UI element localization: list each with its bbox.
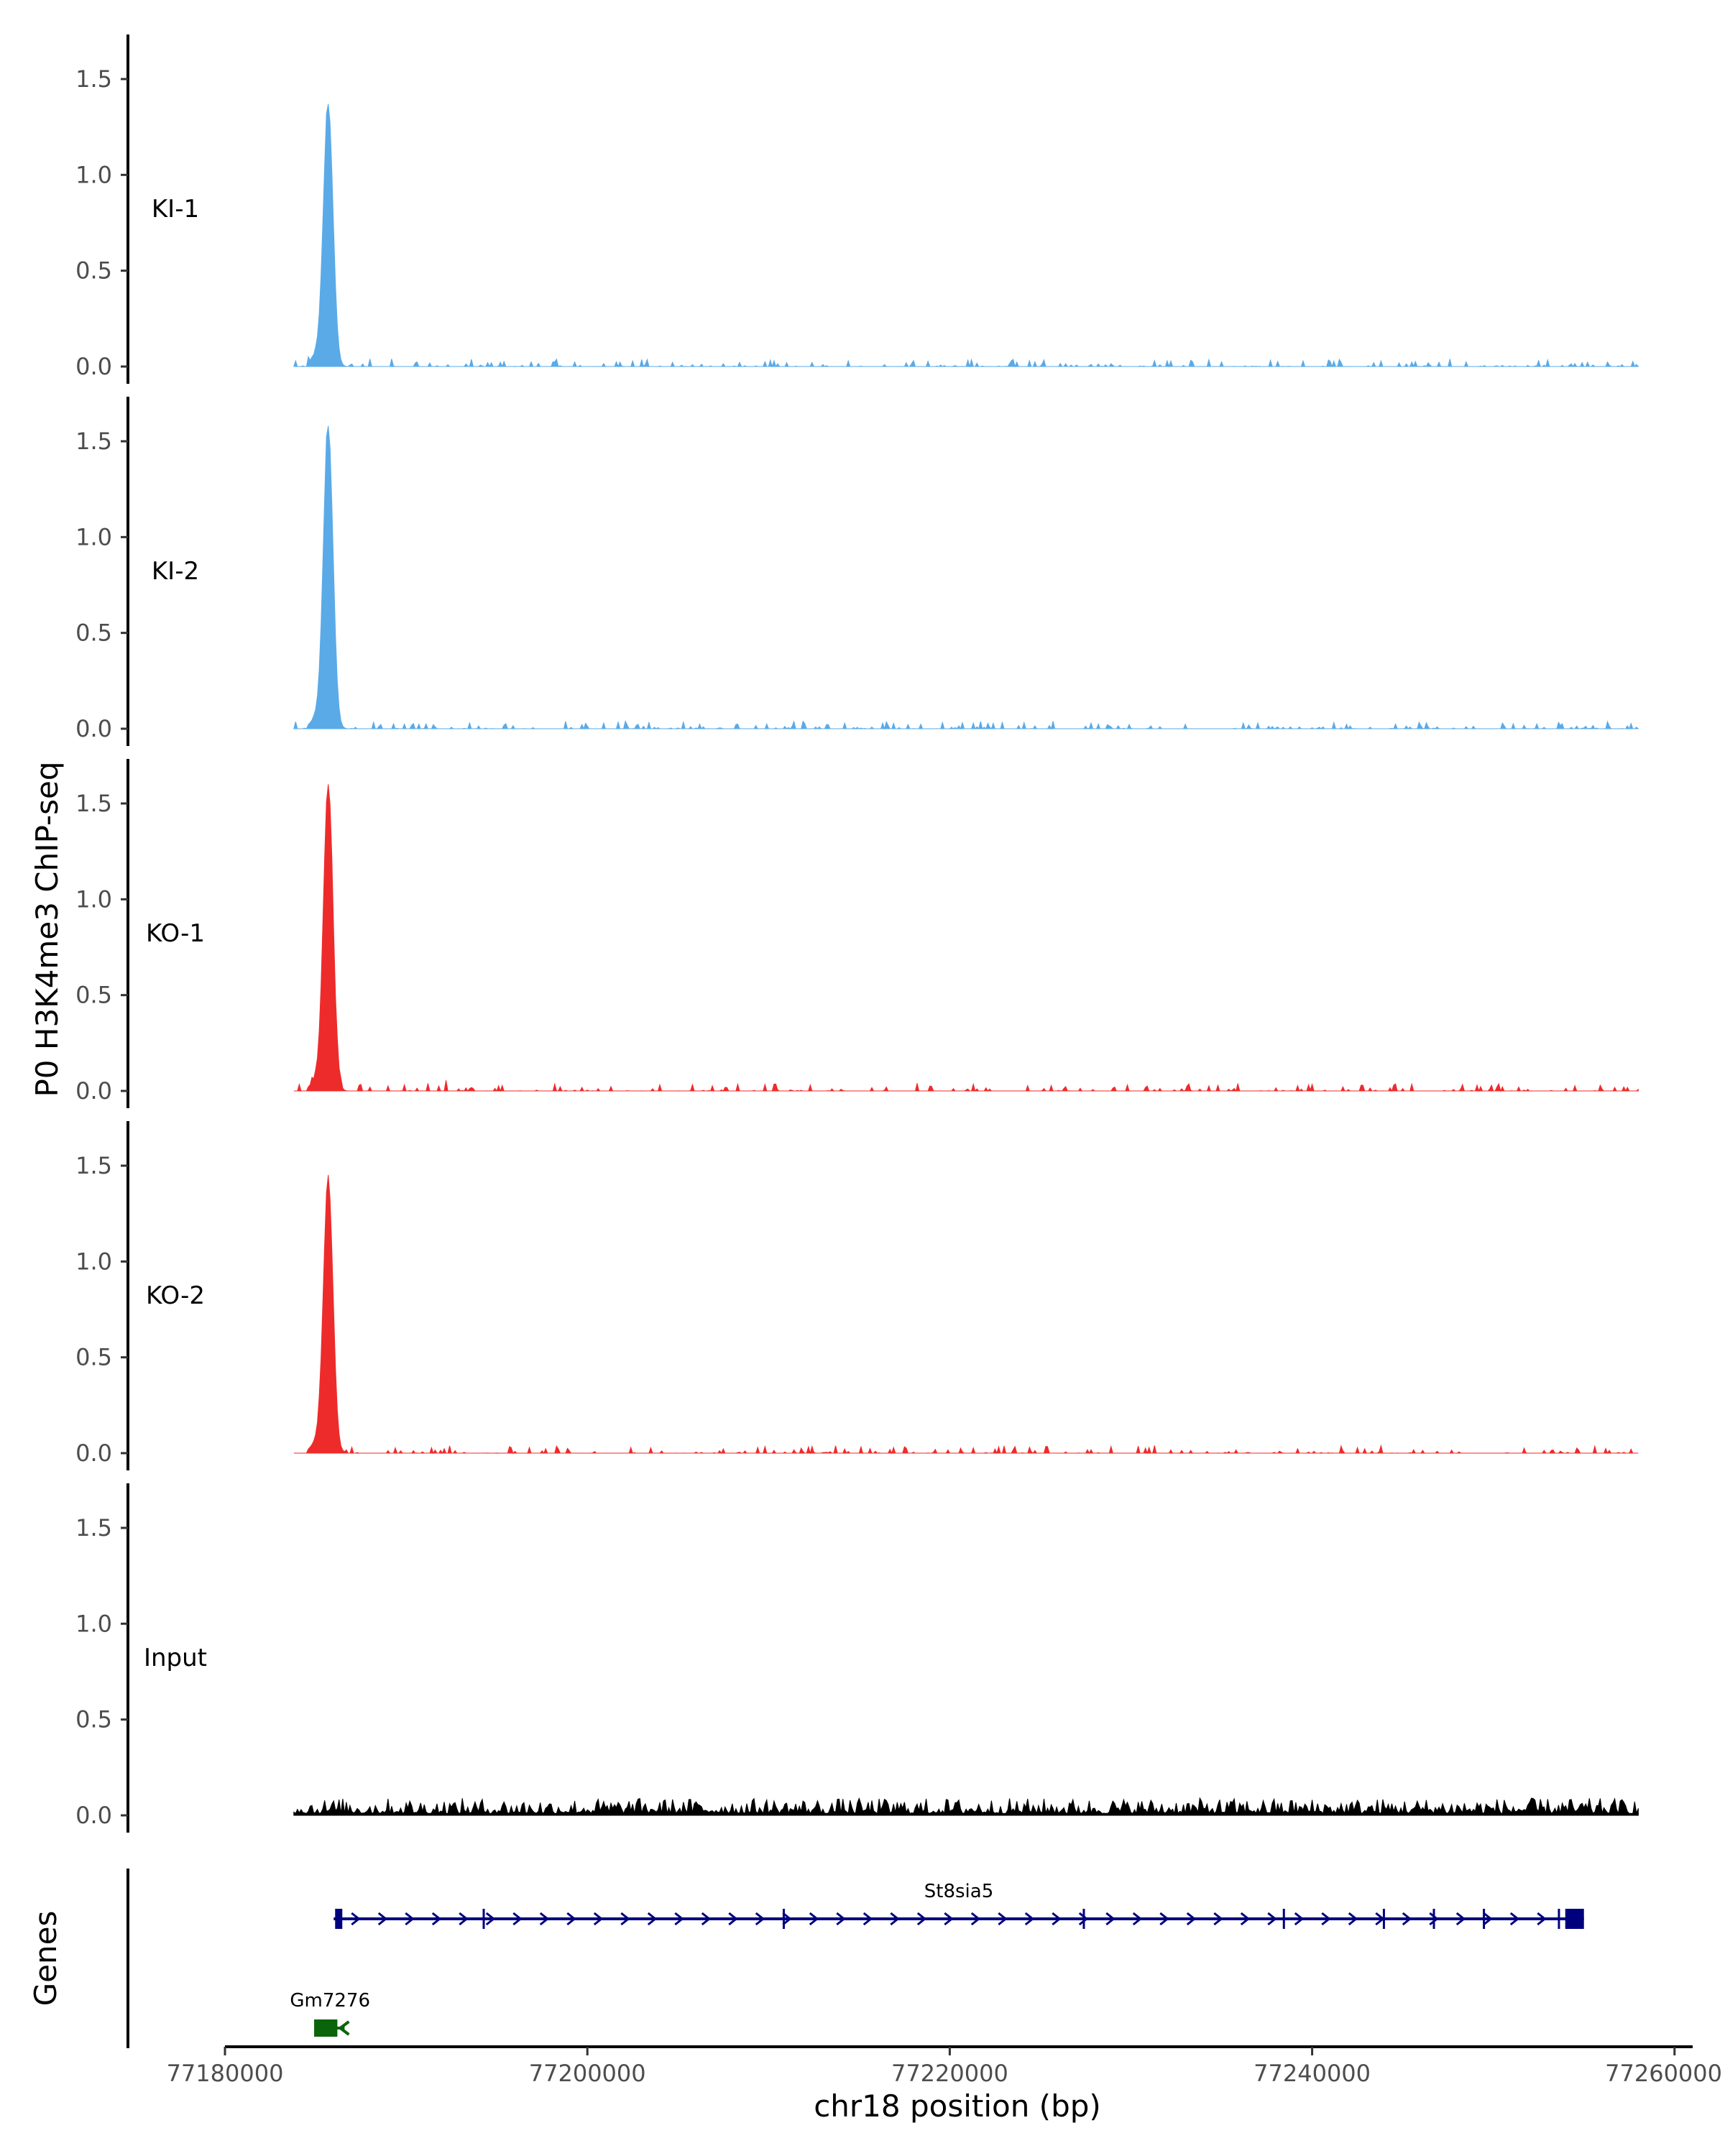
strand-chevron xyxy=(512,1912,523,1926)
strand-chevron xyxy=(1294,1912,1305,1926)
strand-chevron xyxy=(1455,1912,1466,1926)
strand-chevron xyxy=(539,1912,550,1926)
signal-area-input xyxy=(293,1797,1639,1816)
strand-chevron xyxy=(1132,1912,1143,1926)
track-panel-ki-1: 0.0 0.5 1.0 1.5 KI-1 xyxy=(75,34,1639,384)
y-tick-label: 0.0 xyxy=(75,715,112,742)
x-tick-label: 77180000 xyxy=(167,2060,284,2087)
x-tick-label: 77200000 xyxy=(529,2060,646,2087)
strand-chevron xyxy=(485,1912,496,1926)
strand-chevron xyxy=(1213,1912,1223,1926)
y-tick-label: 1.5 xyxy=(75,1152,112,1179)
genes-axis-title: Genes xyxy=(28,1911,63,2007)
strand-chevron xyxy=(809,1912,819,1926)
y-tick-label: 1.0 xyxy=(75,1248,112,1275)
y-tick-label: 0.0 xyxy=(75,1802,112,1829)
signal-area-ki-1 xyxy=(293,103,1639,368)
strand-chevron xyxy=(1321,1912,1331,1926)
strand-chevron xyxy=(944,1912,954,1926)
y-tick-label: 0.5 xyxy=(75,982,112,1009)
strand-chevron xyxy=(890,1912,900,1926)
strand-chevron xyxy=(1105,1912,1116,1926)
track-panel-ko-2: 0.0 0.5 1.0 1.5 KO-2 xyxy=(75,1121,1639,1470)
strand-chevron xyxy=(998,1912,1008,1926)
y-tick-label: 0.0 xyxy=(75,1077,112,1105)
y-tick-label: 1.5 xyxy=(75,790,112,817)
track-label: Input xyxy=(144,1644,207,1672)
gene-model-st8sia5: St8sia5 xyxy=(334,1881,1584,1929)
strand-chevron xyxy=(674,1912,684,1926)
strand-chevron xyxy=(593,1912,604,1926)
x-tick-label: 77260000 xyxy=(1605,2060,1722,2087)
strand-chevron xyxy=(782,1912,792,1926)
strand-chevron xyxy=(431,1912,442,1926)
strand-chevron xyxy=(566,1912,576,1926)
strand-chevron xyxy=(459,1912,469,1926)
gene-name-label: Gm7276 xyxy=(290,1990,370,2012)
signal-area-ko-1 xyxy=(293,784,1639,1092)
y-axis-title: P0 H3K4me3 ChIP-seq xyxy=(29,761,65,1097)
y-tick-label: 1.5 xyxy=(75,428,112,455)
track-panel-ko-1: 0.0 0.5 1.0 1.5 KO-1 xyxy=(75,759,1639,1108)
strand-chevron xyxy=(1537,1912,1547,1926)
strand-chevron xyxy=(351,1912,361,1926)
strand-chevron xyxy=(1240,1912,1251,1926)
exon-block xyxy=(335,1909,343,1929)
strand-chevron xyxy=(1186,1912,1197,1926)
gene-name-label: St8sia5 xyxy=(924,1881,993,1902)
strand-chevron xyxy=(620,1912,630,1926)
signal-area-ki-2 xyxy=(293,425,1639,730)
x-tick-label: 77240000 xyxy=(1254,2060,1371,2087)
strand-chevron xyxy=(970,1912,981,1926)
strand-chevron xyxy=(1078,1912,1089,1926)
track-label: KO-2 xyxy=(146,1281,205,1310)
strand-chevron xyxy=(1159,1912,1169,1926)
strand-chevron xyxy=(405,1912,415,1926)
track-label: KI-2 xyxy=(152,557,199,586)
track-panel-ki-2: 0.0 0.5 1.0 1.5 KI-2 xyxy=(75,397,1639,746)
strand-chevron xyxy=(862,1912,873,1926)
x-axis: chr18 position (bp) 77180000 77200000 7722… xyxy=(167,2045,1722,2124)
strand-chevron xyxy=(728,1912,738,1926)
strand-chevron xyxy=(916,1912,927,1926)
x-tick-label: 77220000 xyxy=(891,2060,1008,2087)
track-panel-input: 0.0 0.5 1.0 1.5 Input xyxy=(75,1483,1639,1833)
signal-area-ko-2 xyxy=(293,1174,1639,1455)
track-label: KO-1 xyxy=(146,919,205,948)
strand-chevron xyxy=(1402,1912,1412,1926)
strand-chevron xyxy=(1483,1912,1493,1926)
y-tick-label: 1.0 xyxy=(75,1610,112,1637)
strand-chevron xyxy=(1348,1912,1358,1926)
strand-chevron xyxy=(647,1912,658,1926)
strand-chevron xyxy=(1509,1912,1520,1926)
strand-chevron xyxy=(701,1912,712,1926)
strand-chevron xyxy=(1429,1912,1439,1926)
y-tick-label: 0.5 xyxy=(75,619,112,647)
strand-chevron xyxy=(755,1912,765,1926)
y-tick-label: 1.0 xyxy=(75,161,112,188)
strand-chevron xyxy=(338,2020,350,2036)
exon-block xyxy=(314,2019,338,2037)
y-tick-label: 0.0 xyxy=(75,353,112,380)
strand-chevron xyxy=(836,1912,846,1926)
strand-chevron xyxy=(1024,1912,1035,1926)
y-tick-label: 1.5 xyxy=(75,65,112,93)
exon-block xyxy=(1565,1909,1584,1929)
strand-chevron xyxy=(377,1912,388,1926)
y-tick-label: 0.0 xyxy=(75,1439,112,1467)
y-tick-label: 0.5 xyxy=(75,257,112,285)
y-tick-label: 0.5 xyxy=(75,1706,112,1733)
track-label: KI-1 xyxy=(152,195,199,224)
x-axis-title: chr18 position (bp) xyxy=(814,2088,1101,2124)
y-tick-label: 1.5 xyxy=(75,1514,112,1542)
y-tick-label: 1.0 xyxy=(75,885,112,913)
strand-chevron xyxy=(1052,1912,1062,1926)
y-tick-label: 1.0 xyxy=(75,523,112,550)
strand-chevron xyxy=(1267,1912,1277,1926)
signal-track-panels: 0.0 0.5 1.0 1.5 KI-1 0.0 0.5 1.0 1.5 KI-2 0.0 0.5 1.… xyxy=(75,34,1639,1833)
y-tick-label: 0.5 xyxy=(75,1344,112,1371)
gene-model-gm7276: Gm7276 xyxy=(290,1990,370,2037)
genes-panel: Genes St8sia5 Gm7276 xyxy=(28,1869,1584,2048)
